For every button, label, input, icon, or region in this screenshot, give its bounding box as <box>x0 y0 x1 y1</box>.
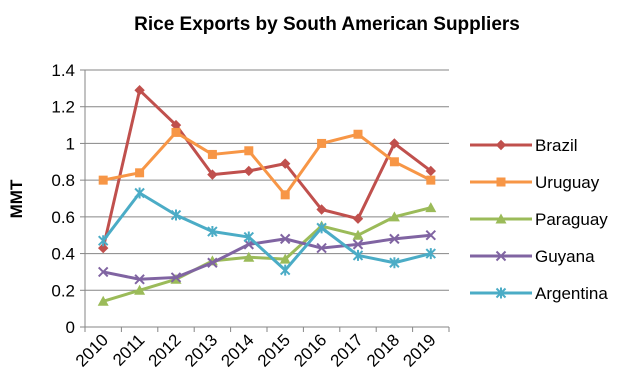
legend-marker-uruguay <box>496 177 506 187</box>
series-uruguay <box>98 127 436 200</box>
data-point-brazil <box>389 138 400 149</box>
data-point-guyana <box>279 233 291 245</box>
legend-label-uruguay: Uruguay <box>535 173 600 192</box>
legend-label-argentina: Argentina <box>535 284 608 303</box>
legend-item-argentina: Argentina <box>470 284 608 303</box>
data-point-brazil <box>316 204 327 215</box>
legend-marker-paraguay <box>495 213 507 224</box>
y-axis-title: MMT <box>7 179 26 218</box>
x-tick-label: 2016 <box>290 330 330 370</box>
y-tick-label: 0.8 <box>51 171 75 190</box>
data-point-argentina <box>279 264 291 276</box>
legend-label-guyana: Guyana <box>535 247 595 266</box>
data-point-argentina <box>134 187 145 199</box>
data-point-paraguay <box>279 253 291 264</box>
data-point-argentina <box>389 257 400 269</box>
data-point-brazil <box>97 242 109 254</box>
data-point-paraguay <box>134 284 146 295</box>
x-tick-label: 2010 <box>72 330 112 370</box>
data-point-uruguay <box>207 149 217 159</box>
data-point-uruguay <box>389 157 399 167</box>
series-brazil <box>97 84 437 254</box>
data-point-uruguay <box>353 129 363 139</box>
data-point-argentina <box>97 235 109 247</box>
series-line-argentina <box>102 191 432 272</box>
x-tick-label: 2019 <box>399 330 439 370</box>
legend-item-brazil: Brazil <box>470 136 578 155</box>
series-group <box>97 84 437 306</box>
data-point-argentina <box>243 231 255 243</box>
x-tick-label: 2018 <box>363 330 403 370</box>
legend: Brazil Uruguay Paraguay Guyana Argentina <box>470 136 608 303</box>
legend-item-uruguay: Uruguay <box>470 173 600 192</box>
data-point-guyana <box>389 233 400 245</box>
data-point-paraguay <box>97 295 109 306</box>
data-point-uruguay <box>98 175 108 185</box>
data-point-uruguay <box>280 190 290 200</box>
y-tick-label: 1 <box>66 134 75 153</box>
series-line-paraguay <box>102 206 432 303</box>
legend-marker-brazil <box>495 139 507 151</box>
data-point-paraguay <box>425 202 437 213</box>
data-point-uruguay <box>171 127 181 137</box>
x-tick-label: 2013 <box>181 330 221 370</box>
data-point-guyana <box>134 274 145 285</box>
legend-marker-argentina <box>495 287 507 299</box>
data-point-brazil <box>243 165 255 177</box>
data-point-brazil <box>134 84 145 96</box>
y-tick-label: 1.4 <box>51 61 75 80</box>
data-point-guyana <box>425 230 437 241</box>
y-tick-label: 0.6 <box>51 208 75 227</box>
legend-item-guyana: Guyana <box>470 247 595 266</box>
series-line-uruguay <box>102 130 432 197</box>
data-point-guyana <box>207 257 218 268</box>
chart-title: Rice Exports by South American Suppliers <box>134 14 520 35</box>
data-point-paraguay <box>352 229 364 240</box>
data-point-brazil <box>207 169 218 180</box>
data-point-argentina <box>425 248 437 260</box>
legend-label-brazil: Brazil <box>535 136 578 155</box>
data-point-argentina <box>316 222 327 234</box>
x-tick-label: 2012 <box>145 330 185 370</box>
series-guyana <box>97 230 437 285</box>
series-line-brazil <box>101 88 432 249</box>
data-point-argentina <box>170 209 182 221</box>
y-tick-label: 0.4 <box>51 245 75 264</box>
x-tick-label: 2014 <box>217 330 257 370</box>
y-tick-label: 0 <box>66 318 75 337</box>
gridlines <box>85 69 449 291</box>
data-point-paraguay <box>388 211 400 222</box>
legend-label-paraguay: Paraguay <box>535 210 608 229</box>
legend-item-paraguay: Paraguay <box>470 210 608 229</box>
data-point-brazil <box>352 213 364 224</box>
data-point-uruguay <box>317 138 327 148</box>
legend-marker-guyana <box>495 250 507 262</box>
x-tick-label: 2015 <box>254 330 294 370</box>
data-point-uruguay <box>426 175 436 185</box>
data-point-argentina <box>352 249 364 261</box>
series-argentina <box>97 187 437 276</box>
x-tick-label: 2017 <box>327 330 367 370</box>
data-point-guyana <box>316 242 327 254</box>
x-tick-label: 2011 <box>109 330 148 369</box>
data-point-paraguay <box>243 251 255 262</box>
data-point-uruguay <box>244 146 254 156</box>
data-point-brazil <box>279 158 291 169</box>
data-point-guyana <box>97 266 109 278</box>
y-tick-label: 1.2 <box>51 98 75 117</box>
data-point-brazil <box>425 165 437 177</box>
data-point-guyana <box>170 272 182 283</box>
series-line-guyana <box>102 233 431 281</box>
y-tick-label: 0.2 <box>51 281 75 300</box>
data-point-argentina <box>207 226 218 238</box>
data-point-guyana <box>352 239 364 250</box>
data-point-uruguay <box>135 168 145 178</box>
